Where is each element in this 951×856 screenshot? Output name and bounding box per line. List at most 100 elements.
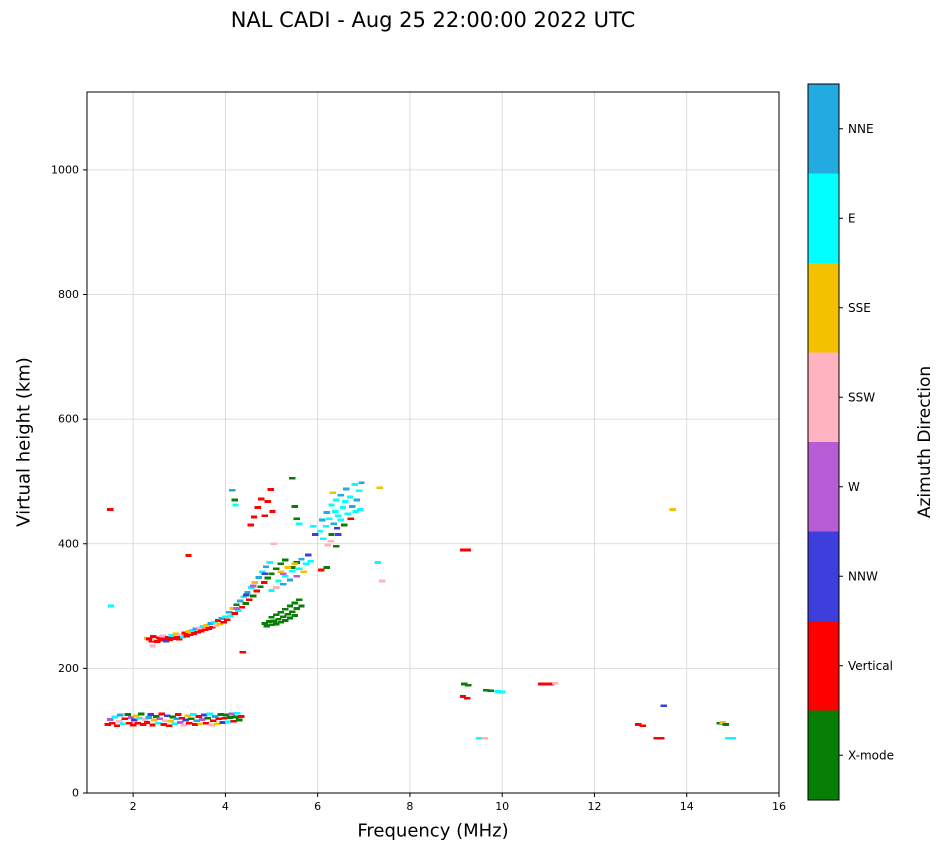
- data-point: [277, 610, 284, 614]
- data-point: [184, 714, 191, 718]
- data-point: [376, 486, 384, 490]
- x-tick-label: 8: [406, 800, 413, 813]
- data-point: [309, 524, 317, 528]
- data-point: [293, 607, 301, 610]
- data-point: [461, 682, 468, 686]
- data-point: [150, 635, 157, 638]
- data-point: [332, 544, 340, 548]
- data-point: [272, 622, 280, 626]
- data-point: [342, 499, 349, 503]
- y-tick-label: 1000: [51, 163, 79, 176]
- data-point: [277, 620, 284, 624]
- data-point: [275, 617, 282, 621]
- y-tick-label: 200: [58, 662, 79, 675]
- data-point: [335, 533, 342, 536]
- data-point: [499, 690, 506, 694]
- data-point: [176, 721, 184, 724]
- data-point: [164, 714, 171, 718]
- data-point: [170, 637, 177, 640]
- data-point: [223, 713, 230, 717]
- data-point: [212, 714, 219, 718]
- data-point: [211, 620, 218, 624]
- data-point: [329, 491, 337, 495]
- data-point: [151, 718, 158, 722]
- data-point: [160, 723, 167, 726]
- data-point: [333, 526, 341, 530]
- data-point: [173, 717, 180, 721]
- data-point: [181, 631, 189, 635]
- data-point: [267, 488, 274, 491]
- colorbar-tick-label: NNW: [848, 569, 878, 583]
- data-point: [260, 580, 268, 584]
- data-point: [238, 605, 246, 609]
- data-point: [199, 718, 206, 721]
- data-point: [169, 715, 177, 719]
- data-point: [174, 635, 181, 639]
- data-point: [658, 736, 665, 740]
- chart-title: NAL CADI - Aug 25 22:00:00 2022 UTC: [230, 8, 636, 32]
- data-point: [226, 716, 234, 720]
- data-point: [129, 723, 137, 727]
- data-point: [153, 640, 161, 643]
- data-point: [286, 616, 294, 620]
- data-point: [232, 715, 239, 719]
- colorbar-tick-label: SSW: [848, 390, 875, 404]
- data-point: [266, 620, 273, 624]
- data-point: [270, 619, 278, 623]
- data-point: [337, 518, 344, 522]
- data-point: [193, 719, 200, 723]
- data-point: [459, 695, 467, 698]
- data-point: [250, 515, 258, 519]
- data-point: [344, 512, 351, 516]
- data-point: [277, 562, 284, 566]
- data-point: [255, 576, 262, 579]
- data-point: [186, 721, 193, 725]
- data-point: [202, 721, 210, 725]
- data-point: [286, 578, 294, 582]
- data-point: [229, 607, 236, 610]
- data-point: [275, 579, 282, 583]
- data-point: [538, 682, 545, 686]
- data-point: [669, 508, 677, 511]
- colorbar-tick-label: W: [848, 480, 860, 494]
- data-point: [259, 570, 266, 574]
- data-point: [289, 476, 296, 480]
- data-point: [154, 721, 162, 725]
- data-point: [374, 561, 381, 564]
- data-point: [282, 558, 289, 562]
- data-point: [322, 524, 330, 528]
- data-point: [296, 567, 303, 571]
- data-point: [249, 584, 257, 588]
- data-point: [552, 681, 559, 685]
- colorbar-tick-label: SSE: [848, 301, 871, 315]
- data-point: [136, 716, 143, 720]
- data-point: [302, 562, 310, 566]
- data-point: [257, 585, 264, 589]
- data-point: [180, 723, 188, 727]
- data-point: [305, 553, 312, 557]
- data-point: [162, 719, 169, 723]
- data-point: [272, 613, 280, 617]
- data-point: [141, 718, 149, 721]
- data-point: [217, 713, 224, 716]
- data-point: [327, 539, 334, 543]
- data-point: [463, 696, 471, 700]
- colorbar-segment: [808, 173, 839, 264]
- data-point: [220, 620, 227, 624]
- data-point: [164, 635, 172, 639]
- data-point: [227, 614, 235, 618]
- data-point: [224, 618, 231, 622]
- colorbar-segment: [808, 621, 839, 712]
- data-point: [235, 609, 242, 612]
- data-point: [233, 603, 240, 607]
- data-point: [153, 714, 160, 718]
- data-point: [247, 523, 254, 527]
- colorbar-segment: [808, 531, 839, 622]
- data-point: [149, 644, 156, 648]
- data-point: [343, 487, 350, 491]
- data-point: [352, 509, 359, 513]
- data-point: [464, 548, 471, 552]
- data-point: [272, 585, 280, 589]
- data-point: [320, 537, 327, 541]
- x-tick-label: 12: [587, 800, 601, 813]
